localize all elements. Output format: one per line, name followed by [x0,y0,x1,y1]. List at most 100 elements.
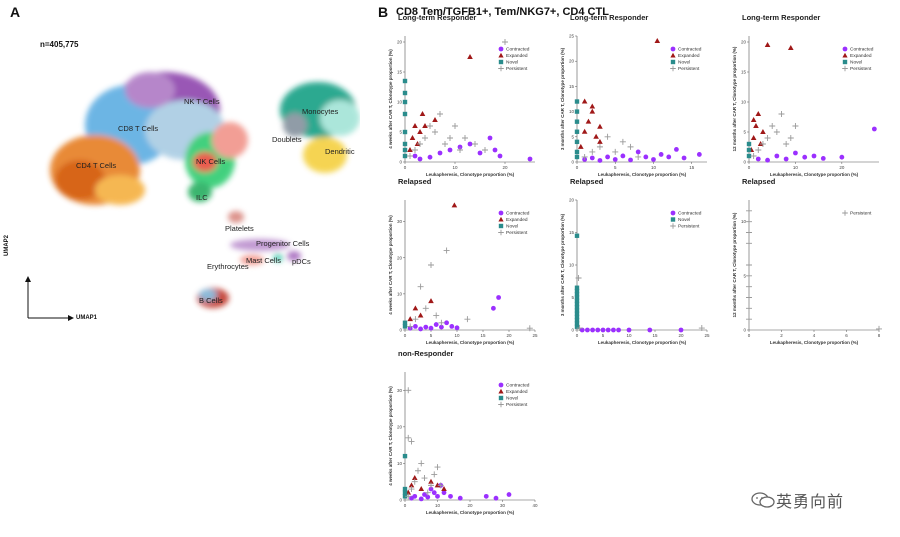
legend-marker-contracted [842,46,848,52]
point-contracted [433,322,439,327]
point-contracted [527,156,533,162]
point-contracted [765,157,770,163]
umap-blob-nk [193,152,217,172]
point-expanded [654,38,661,44]
point-novel [574,154,580,160]
y-axis-label: 4 weeks after CAR T, Clonotype proportio… [388,49,393,149]
legend-marker-persistent [498,401,504,408]
point-contracted [589,155,595,161]
point-novel [574,295,580,300]
legend-marker-contracted [498,46,504,52]
legend-label: Persistent [506,402,528,408]
y-tick-label: 10 [397,100,403,105]
y-tick-label: 0 [399,160,402,165]
point-contracted [431,490,437,496]
point-persistent [759,141,766,147]
point-persistent [408,438,415,445]
scatter-panel-1: Long-term Responder 0 10 20 0 5 10 15 20 Leukaphe… [388,13,535,177]
point-contracted [647,327,653,333]
point-persistent [427,123,433,129]
cluster-label-ilc: ILC [196,193,208,202]
point-contracted [802,154,808,160]
y-axis-label: 4 weeks after CAR T, Clonotype proportio… [388,215,393,315]
x-tick-label: 0 [748,333,751,338]
y-tick-label: 20 [397,255,403,260]
point-novel [402,453,408,459]
point-contracted [412,153,418,159]
cluster-label-cd4: CD4 T Cells [76,161,117,170]
point-persistent [443,247,450,254]
x-tick-label: 0 [748,165,751,170]
point-persistent [746,262,752,268]
point-persistent [422,305,429,312]
y-tick-label: 5 [571,134,574,139]
point-contracted [425,494,431,500]
point-contracted [678,327,684,333]
point-contracted [449,323,455,329]
y-axis-label: 3 months after CAR T, Clonotype proporti… [560,47,565,150]
point-novel [574,149,580,155]
point-contracted [783,156,789,162]
point-contracted [492,147,498,153]
cluster-label-mast: Mast Cells [246,256,282,265]
legend-label: Contracted [506,211,530,217]
point-contracted [422,492,427,497]
x-tick-label: 10 [651,165,657,170]
point-contracted [658,152,664,157]
point-expanded [764,42,771,47]
x-tick-label: 0 [404,503,407,508]
point-persistent [783,141,790,147]
legend-marker-novel [498,395,504,401]
y-tick-label: 20 [569,198,575,203]
y-tick-label: 10 [569,263,575,268]
point-persistent [424,489,431,496]
point-contracted [605,154,610,160]
point-novel [574,301,580,307]
point-contracted [454,325,460,331]
y-tick-label: 20 [569,59,575,64]
point-contracted [457,495,463,501]
point-expanded [409,135,416,140]
point-contracted [483,493,489,499]
point-contracted [871,126,877,132]
umap-main-cluster [50,72,248,205]
point-contracted [487,135,493,141]
point-persistent [464,316,471,323]
x-tick-label: 20 [502,165,508,170]
point-persistent [408,486,415,493]
point-novel [574,129,580,134]
point-persistent [407,153,413,159]
point-novel [402,141,408,147]
point-persistent [589,148,596,155]
point-contracted [651,157,656,162]
x-tick-label: 8 [878,333,881,338]
point-contracted [600,327,606,333]
y-tick-label: 5 [571,295,574,300]
legend-marker-persistent [498,229,504,236]
point-expanded [428,298,434,304]
point-contracted [597,158,603,163]
point-expanded [417,129,423,134]
y-tick-label: 0 [399,328,402,333]
panel-title: Long-term Responder [742,13,820,22]
point-persistent [415,467,421,474]
point-novel [402,129,408,135]
point-persistent [411,478,418,485]
x-tick-label: 2 [780,333,783,338]
point-persistent [437,482,444,489]
point-contracted [506,492,512,497]
point-contracted [428,325,434,331]
point-persistent [502,39,508,45]
umap2-arrow [25,276,31,282]
umap-blob-platelets [228,211,244,223]
point-novel [574,305,580,310]
point-novel [574,292,580,297]
cluster-label-bcells: B Cells [199,296,223,305]
point-novel [574,285,580,290]
point-novel [402,147,408,153]
y-tick-label: 30 [397,219,403,224]
point-expanded [422,123,428,128]
cell-count-label: n=405,775 [40,40,79,49]
point-novel [402,78,408,84]
